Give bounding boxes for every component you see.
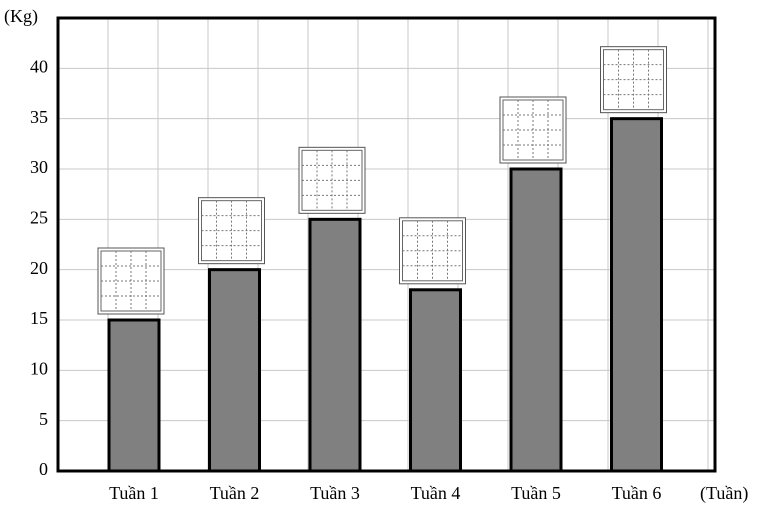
x-tick-label: Tuần 6	[612, 483, 662, 503]
bar	[308, 217, 362, 473]
y-tick-label: 40	[30, 56, 48, 76]
y-tick-label: 30	[30, 157, 48, 177]
bar	[208, 268, 261, 473]
bar	[509, 167, 563, 473]
x-tick-label: Tuần 4	[411, 483, 461, 503]
y-axis-label: (Kg)	[4, 6, 38, 27]
y-tick-label: 10	[30, 358, 48, 378]
x-axis-label: (Tuần)	[700, 483, 748, 504]
y-tick-label: 0	[39, 459, 48, 479]
plot-frame	[56, 16, 717, 473]
bar	[409, 288, 462, 473]
y-tick-label: 35	[30, 107, 48, 127]
x-tick-label: Tuần 3	[310, 483, 360, 503]
x-tick-label: Tuần 1	[109, 483, 159, 503]
bar	[610, 117, 663, 473]
y-tick-label: 20	[30, 258, 48, 278]
y-tick-label: 15	[30, 308, 48, 328]
x-tick-label: Tuần 2	[210, 483, 260, 503]
y-tick-label: 25	[30, 207, 48, 227]
y-tick-label: 5	[39, 409, 48, 429]
x-tick-label: Tuần 5	[511, 483, 561, 503]
bar	[107, 318, 161, 473]
